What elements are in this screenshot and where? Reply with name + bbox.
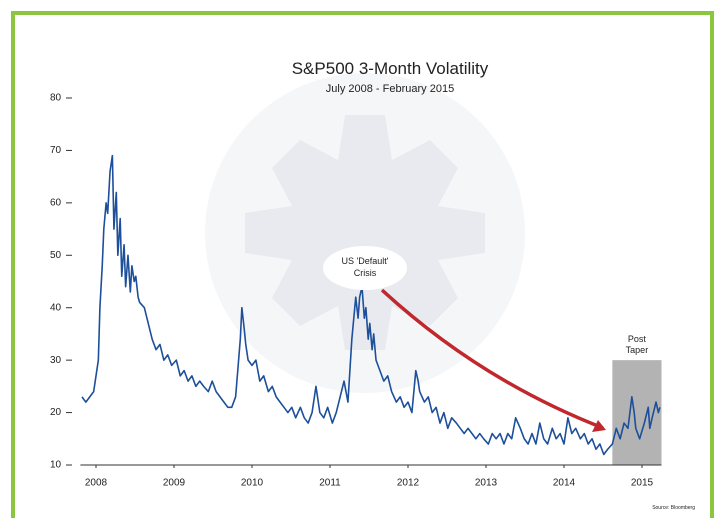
source: Source: Bloomberg [652, 505, 695, 511]
callout-cloud [323, 246, 407, 290]
y-tick-label: 40 [50, 302, 62, 313]
region-label: Post [628, 334, 647, 344]
x-tick-label: 2011 [319, 478, 341, 489]
chart-title: S&P500 3-Month Volatility [292, 59, 489, 78]
chart-subtitle: July 2008 - February 2015 [326, 83, 454, 95]
x-tick-label: 2013 [475, 478, 498, 489]
region-label: Taper [626, 345, 649, 355]
y-tick-label: 80 [50, 93, 62, 104]
x-tick-label: 2008 [85, 478, 108, 489]
x-tick-label: 2010 [241, 478, 264, 489]
y-tick-label: 30 [50, 355, 62, 366]
trend-arrow [380, 288, 604, 430]
gear-ring [205, 73, 525, 393]
x-tick-label: 2009 [163, 478, 186, 489]
volatility-line [81, 154, 661, 456]
gear-watermark [205, 73, 525, 393]
frame [11, 11, 714, 518]
y-tick-label: 50 [50, 250, 62, 261]
callout-label: Crisis [354, 268, 377, 278]
y-tick-label: 60 [50, 197, 62, 208]
y-tick-label: 70 [50, 145, 62, 156]
y-tick-label: 10 [50, 460, 62, 471]
callout-label: US 'Default' [342, 256, 389, 266]
x-tick-label: 2014 [553, 478, 576, 489]
x-tick-label: 2012 [397, 478, 420, 489]
arrow-head [592, 420, 606, 432]
y-tick-label: 20 [50, 407, 62, 418]
x-tick-label: 2015 [631, 478, 654, 489]
